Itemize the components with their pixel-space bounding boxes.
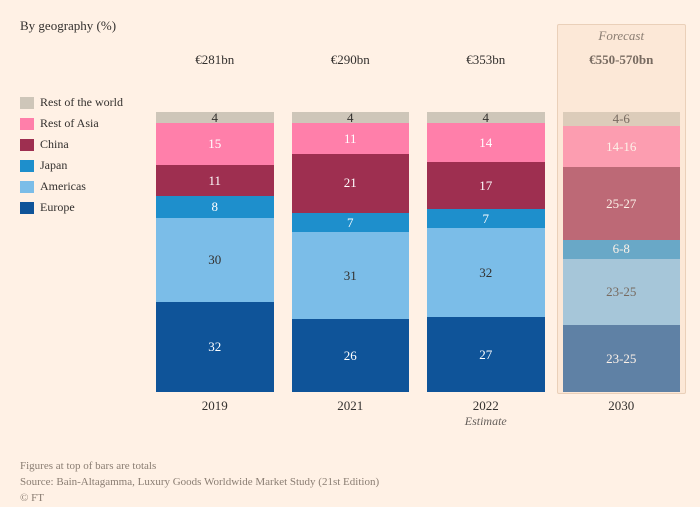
legend-label: China xyxy=(40,137,69,152)
x-axis-label: 2022Estimate xyxy=(427,398,545,429)
legend-item: Rest of Asia xyxy=(20,113,150,134)
bar-column: €281bn 4151183032 xyxy=(156,52,274,392)
bar-total-label: €353bn xyxy=(466,52,505,68)
footer-copyright: © FT xyxy=(20,491,680,507)
bar-segment-rest_world: 4 xyxy=(156,112,274,123)
plot-row: Rest of the world Rest of Asia China Japan A… xyxy=(20,52,680,392)
bars-area: €281bn4151183032€290bn4112173126€353bn41… xyxy=(150,52,680,392)
bar-segment-china: 21 xyxy=(292,154,410,213)
bar-segment-americas: 30 xyxy=(156,218,274,302)
bar-segment-americas: 32 xyxy=(427,228,545,317)
legend: Rest of the world Rest of Asia China Japan A… xyxy=(20,52,150,392)
bar-stack: 4151183032 xyxy=(156,72,274,392)
bar-column: €290bn 4112173126 xyxy=(292,52,410,392)
legend-swatch xyxy=(20,202,34,214)
bar-column: €353bn 4141773227 xyxy=(427,52,545,392)
x-axis-label: 2030 xyxy=(563,398,681,429)
bar-segment-europe: 32 xyxy=(156,302,274,392)
bar-stack: 4112173126 xyxy=(292,72,410,392)
footer-note: Figures at top of bars are totals xyxy=(20,459,680,475)
x-axis-label: 2021 xyxy=(292,398,410,429)
bar-total-label: €281bn xyxy=(195,52,234,68)
bar-segment-europe: 27 xyxy=(427,317,545,392)
bar-segment-china: 11 xyxy=(156,165,274,196)
legend-swatch xyxy=(20,97,34,109)
bar-segment-americas: 31 xyxy=(292,232,410,319)
x-axis-label: 2019 xyxy=(156,398,274,429)
legend-label: Europe xyxy=(40,200,75,215)
legend-swatch xyxy=(20,139,34,151)
bar-segment-rest_asia: 11 xyxy=(292,123,410,154)
legend-label: Japan xyxy=(40,158,67,173)
legend-item: Americas xyxy=(20,176,150,197)
legend-label: Rest of the world xyxy=(40,95,123,110)
legend-swatch xyxy=(20,160,34,172)
bar-segment-china: 17 xyxy=(427,162,545,209)
bar-column: Forecast€550-570bn4-614-1625-276-823-252… xyxy=(563,52,681,392)
bar-segment-japan: 7 xyxy=(427,209,545,228)
bar-stack: 4141773227 xyxy=(427,72,545,392)
bar-segment-rest_asia: 14 xyxy=(427,123,545,162)
bar-total-label: €290bn xyxy=(331,52,370,68)
bar-segment-rest_asia: 15 xyxy=(156,123,274,165)
bar-segment-japan: 7 xyxy=(292,213,410,233)
x-axis: 2019 2021 2022Estimate 2030 xyxy=(20,398,680,429)
bar-segment-rest_world: 4 xyxy=(292,112,410,123)
legend-item: Rest of the world xyxy=(20,92,150,113)
legend-swatch xyxy=(20,181,34,193)
legend-item: China xyxy=(20,134,150,155)
legend-swatch xyxy=(20,118,34,130)
bar-segment-rest_world: 4 xyxy=(427,112,545,123)
forecast-highlight-box xyxy=(557,24,687,394)
chart-container: By geography (%) Rest of the worldRest o… xyxy=(0,0,700,500)
bar-segment-europe: 26 xyxy=(292,319,410,392)
footer-source: Source: Bain-Altagamma, Luxury Goods Wor… xyxy=(20,475,680,491)
legend-item: Japan xyxy=(20,155,150,176)
forecast-label: Forecast xyxy=(563,28,681,44)
x-axis-labels: 2019 2021 2022Estimate 2030 xyxy=(150,398,680,429)
legend-label: Americas xyxy=(40,179,86,194)
bar-segment-japan: 8 xyxy=(156,196,274,218)
legend-item: Europe xyxy=(20,197,150,218)
legend-label: Rest of Asia xyxy=(40,116,99,131)
x-axis-sublabel: Estimate xyxy=(427,414,545,429)
